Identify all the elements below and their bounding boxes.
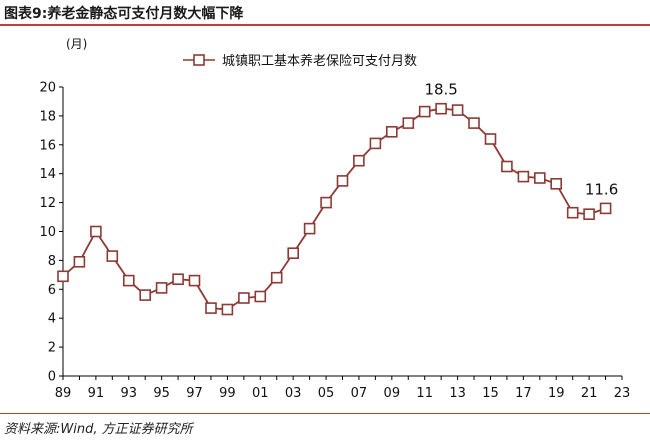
x-tick-label: 13 xyxy=(449,386,466,401)
x-tick-label: 91 xyxy=(88,386,105,401)
y-tick-label: 2 xyxy=(48,341,56,356)
data-point xyxy=(73,255,86,268)
data-point xyxy=(468,117,480,129)
legend-marker-swatch xyxy=(193,54,205,66)
legend: 城镇职工基本养老保险可支付月数 xyxy=(183,53,417,69)
x-tick-label: 21 xyxy=(581,386,598,401)
y-tick-label: 6 xyxy=(48,283,56,298)
data-point xyxy=(385,126,398,138)
data-point xyxy=(155,282,168,294)
data-point xyxy=(270,271,283,284)
data-point xyxy=(402,117,415,129)
x-tick-label: 97 xyxy=(186,386,203,401)
y-axis-ticks: 0 2 4 6 8 10 12 14 16 18 20 xyxy=(39,81,63,385)
series-markers xyxy=(57,102,612,316)
x-tick-label: 11 xyxy=(416,386,433,401)
x-tick-label: 09 xyxy=(384,386,401,401)
data-point xyxy=(501,160,513,173)
data-point xyxy=(303,222,316,235)
line-chart: 0 2 4 6 8 10 12 14 16 18 20 89 91 93 95 97 99 01 03 05 07 09… xyxy=(39,37,631,401)
x-tick-label: 19 xyxy=(548,386,565,401)
data-point xyxy=(90,225,102,238)
data-point xyxy=(451,104,464,116)
y-tick-label: 16 xyxy=(39,138,56,153)
data-point xyxy=(336,175,349,187)
legend-entry: 城镇职工基本养老保险可支付月数 xyxy=(222,53,417,69)
data-point xyxy=(369,137,382,150)
data-point xyxy=(484,133,497,145)
x-axis-ticks: 89 91 93 95 97 99 01 03 05 07 09 11 13 15 17 19 21 23 xyxy=(55,376,631,401)
x-tick-label: 99 xyxy=(219,386,236,401)
data-point xyxy=(435,102,447,115)
data-point xyxy=(418,105,431,118)
data-point xyxy=(106,250,119,262)
data-point xyxy=(566,206,579,219)
x-tick-label: 03 xyxy=(285,386,302,401)
data-point xyxy=(583,208,595,220)
data-point xyxy=(188,274,201,287)
y-tick-label: 20 xyxy=(39,81,56,96)
data-point xyxy=(533,172,546,184)
y-tick-label: 0 xyxy=(48,370,56,385)
data-point xyxy=(550,178,563,190)
data-point xyxy=(254,290,267,303)
data-point xyxy=(517,170,530,183)
x-tick-label: 01 xyxy=(252,386,269,401)
figure-title: 图表9:养老金静态可支付月数大幅下降 xyxy=(4,6,244,22)
data-annotations: 18.5 11.6 xyxy=(424,81,618,199)
data-point xyxy=(287,247,300,259)
x-tick-label: 93 xyxy=(120,386,137,401)
x-tick-label: 89 xyxy=(55,386,72,401)
title-divider xyxy=(0,24,650,26)
x-tick-label: 15 xyxy=(482,386,499,401)
y-tick-label: 8 xyxy=(48,254,56,269)
x-tick-label: 05 xyxy=(318,386,335,401)
data-point xyxy=(353,154,365,167)
data-label: 11.6 xyxy=(585,180,618,198)
y-tick-label: 12 xyxy=(39,196,56,211)
data-point xyxy=(205,302,217,314)
y-tick-label: 14 xyxy=(39,167,56,182)
x-tick-label: 23 xyxy=(614,386,631,401)
x-tick-label: 07 xyxy=(351,386,368,401)
data-point xyxy=(221,303,234,316)
source-divider xyxy=(0,413,650,414)
data-point xyxy=(123,274,135,287)
y-axis-unit-label: (月) xyxy=(66,37,87,51)
data-point xyxy=(238,292,250,304)
data-point xyxy=(599,202,612,215)
x-tick-label: 95 xyxy=(153,386,170,401)
data-point xyxy=(57,270,69,283)
x-tick-label: 17 xyxy=(515,386,532,401)
y-tick-label: 10 xyxy=(39,225,56,240)
y-tick-label: 4 xyxy=(48,312,56,327)
data-point xyxy=(139,289,151,301)
series-line xyxy=(62,107,606,311)
chart-axes xyxy=(62,87,622,377)
data-label: 18.5 xyxy=(424,81,457,99)
data-point xyxy=(320,196,332,209)
data-point xyxy=(172,273,184,286)
source-note: 资料来源:Wind, 方正证券研究所 xyxy=(4,422,193,437)
y-tick-label: 18 xyxy=(39,109,56,124)
